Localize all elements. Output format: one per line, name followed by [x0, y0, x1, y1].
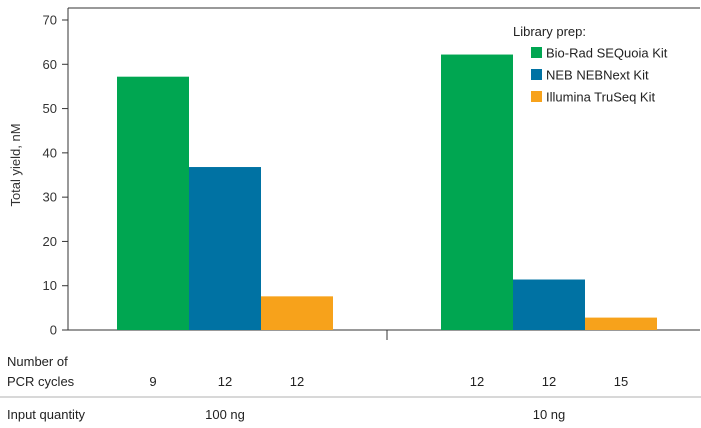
bar	[441, 54, 513, 331]
y-tick-label: 0	[50, 323, 57, 338]
pcr-cycles-value: 12	[542, 374, 556, 389]
bar	[189, 167, 261, 330]
pcr-cycles-label-line2: PCR cycles	[7, 374, 75, 389]
y-tick-label: 60	[43, 57, 57, 72]
input-quantity-label: Input quantity	[7, 407, 86, 422]
cycle-table: 9 12 12 100 ng 12 12 15 10 ng Number of PCR cycle…	[0, 354, 701, 422]
bars	[117, 54, 657, 331]
y-tick-label: 70	[43, 13, 57, 28]
bar	[585, 317, 657, 330]
legend-label: Illumina TruSeq Kit	[546, 90, 655, 105]
input-quantity-value: 100 ng	[205, 407, 245, 422]
axes: 0 10 20 30 40 50 60 70 Total yield, nM	[8, 7, 700, 340]
input-quantity-value: 10 ng	[533, 407, 566, 422]
y-tick-label: 30	[43, 190, 57, 205]
legend-label: Bio-Rad SEQuoia Kit	[546, 46, 668, 61]
y-tick-label: 20	[43, 234, 57, 249]
y-tick-label: 40	[43, 145, 57, 160]
pcr-cycles-value: 12	[290, 374, 304, 389]
pcr-cycles-label-line1: Number of	[7, 354, 68, 369]
pcr-cycles-value: 12	[470, 374, 484, 389]
legend: Library prep: Bio-Rad SEQuoia Kit NEB NEBN…	[513, 24, 668, 105]
bar	[261, 296, 333, 330]
pcr-cycles-value: 9	[149, 374, 156, 389]
y-tick-label: 50	[43, 101, 57, 116]
legend-label: NEB NEBNext Kit	[546, 68, 649, 83]
y-axis-title: Total yield, nM	[8, 123, 23, 206]
y-tick-label: 10	[43, 278, 57, 293]
pcr-cycles-value: 15	[614, 374, 628, 389]
legend-swatch	[531, 91, 542, 102]
pcr-cycles-value: 12	[218, 374, 232, 389]
bar	[117, 76, 189, 330]
legend-swatch	[531, 47, 542, 58]
legend-title: Library prep:	[513, 24, 586, 39]
legend-swatch	[531, 69, 542, 80]
bar	[513, 279, 585, 330]
